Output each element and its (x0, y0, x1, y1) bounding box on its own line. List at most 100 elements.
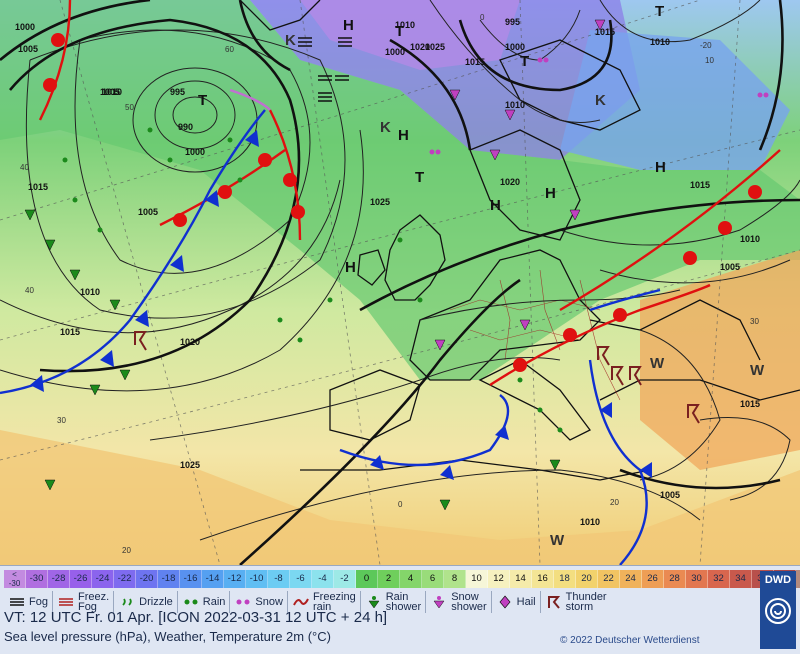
scale-cell: -8 (268, 570, 290, 588)
isobar-label: 1010 (102, 87, 122, 97)
high-pressure-center: H (490, 197, 501, 214)
scale-cell: 24 (620, 570, 642, 588)
isobar-label: 1000 (385, 47, 405, 57)
isobar-label: 1005 (18, 44, 38, 54)
legend-panel: < -30 -30 -28 -26 -24 -22 -20 -18 -16 -14 -12 -10 -8… (0, 565, 800, 654)
isobar-label: 990 (178, 122, 193, 132)
snow-symbols (429, 57, 769, 155)
fog-icon (8, 595, 26, 609)
warm-air-marker: W (650, 355, 665, 372)
scale-cell: -14 (202, 570, 224, 588)
snow-shower-icon (430, 595, 448, 609)
temperature-labels: 40 30 20 0 -20 60 50 40 30 20 10 0 (20, 13, 759, 555)
scale-cell: -4 (312, 570, 334, 588)
map-subtitle: Sea level pressure (hPa), Weather, Tempe… (4, 629, 331, 644)
low-pressure-center: T (520, 53, 529, 70)
isobar-label: 1015 (595, 27, 615, 37)
rain-icon (182, 595, 200, 609)
rain-shower-icon (365, 595, 383, 609)
w-labels: W W W (550, 355, 765, 549)
weather-legend-item: Rain shower (361, 591, 427, 613)
weather-legend-label: Thunder storm (565, 591, 607, 613)
isobar-label: 1010 (580, 517, 600, 527)
scale-cell: -10 (246, 570, 268, 588)
scale-cell: 12 (488, 570, 510, 588)
temperature-contour-label: 40 (25, 286, 34, 295)
temperature-contour-label: 0 (398, 500, 403, 509)
warm-air-marker: W (550, 532, 565, 549)
scale-cell: -20 (136, 570, 158, 588)
scale-cell: -26 (70, 570, 92, 588)
isobar-label: 1010 (650, 37, 670, 47)
weather-legend-item: Thunder storm (541, 591, 611, 613)
dwd-logo-text: DWD (764, 574, 792, 586)
scale-cell: -16 (180, 570, 202, 588)
isobar-label: 1025 (370, 197, 390, 207)
isobar-label: 1010 (505, 100, 525, 110)
warm-region-africa (0, 430, 800, 565)
cold-air-marker: K (285, 32, 296, 49)
temperature-contour-label: 30 (57, 416, 66, 425)
isobar-label: 1005 (138, 207, 158, 217)
cold-front-balkans (588, 359, 648, 565)
scale-cell: -12 (224, 570, 246, 588)
isobar-label: 1010 (80, 287, 100, 297)
thick-isobars (0, 0, 800, 565)
scale-cell: 0 (356, 570, 378, 588)
weather-legend-item: Fog (4, 591, 53, 613)
fog-symbols (298, 37, 352, 102)
dwd-logo: DWD (760, 571, 796, 649)
high-pressure-center: H (345, 259, 356, 276)
scale-cell: 4 (400, 570, 422, 588)
cold-front-atlantic (0, 109, 266, 395)
cold-front-alps (589, 288, 661, 312)
scale-cell: 22 (598, 570, 620, 588)
weather-legend-item: Snow (230, 591, 288, 613)
isobar-label: 1000 (15, 22, 35, 32)
warm-front-north (38, 0, 72, 121)
scale-cell: -22 (114, 570, 136, 588)
warm-front-uk (268, 109, 302, 241)
snow-icon (234, 595, 252, 609)
weather-legend-label: Hail (516, 596, 536, 608)
high-pressure-center: H (545, 185, 556, 202)
hail-icon (496, 595, 514, 609)
snow-shower-symbols (434, 19, 606, 351)
thunderstorm-icon (545, 595, 563, 609)
scale-cell: 6 (422, 570, 444, 588)
isobar-label: 1015 (465, 57, 485, 67)
cold-air-marker: K (595, 92, 606, 109)
scale-cell: < -30 (4, 570, 26, 588)
copyright: © 2022 Deutscher Wetterdienst (560, 635, 700, 646)
weather-legend-label: Snow (255, 596, 283, 608)
weather-legend-label: Freez. Fog (77, 591, 110, 613)
scale-cell: 34 (730, 570, 752, 588)
weather-legend-label: Rain shower (385, 591, 422, 613)
occlusion (229, 88, 271, 111)
isobar-label: 1020 (410, 42, 430, 52)
scale-cell: 18 (554, 570, 576, 588)
isobar-label: 1005 (100, 87, 120, 97)
freezing-rain-icon (292, 595, 310, 609)
dwd-spiral-icon (765, 598, 792, 624)
low-pressure-center: T (198, 92, 207, 109)
scale-cell: 2 (378, 570, 400, 588)
isobar-label: 995 (170, 87, 185, 97)
isobar-label: 1015 (740, 399, 760, 409)
k-labels: K K K (285, 32, 606, 136)
scale-cell: -24 (92, 570, 114, 588)
temperature-contour-label: 40 (20, 163, 29, 172)
isobar-label: 1005 (720, 262, 740, 272)
low-pressure-center: T (655, 3, 664, 20)
warm-front-east (559, 149, 781, 312)
front-symbols (30, 33, 762, 480)
warm-air-marker: W (750, 362, 765, 379)
weather-legend-item: Hail (492, 591, 541, 613)
temperature-contour-label: 10 (705, 56, 714, 65)
weather-map: 1000 1005 1010 1015 1020 1025 995 990 1000 1005 10… (0, 0, 800, 565)
scale-cell: -2 (334, 570, 356, 588)
scale-cell: 32 (708, 570, 730, 588)
temperature-contour-label: 20 (610, 498, 619, 507)
drizzle-icon (118, 595, 136, 609)
warm-region-middle-east (640, 250, 800, 470)
